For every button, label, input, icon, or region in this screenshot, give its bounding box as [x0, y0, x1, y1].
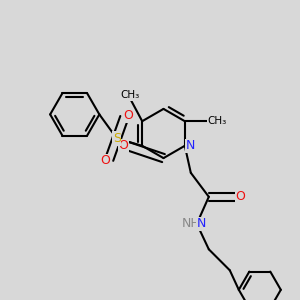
Text: S: S	[113, 132, 121, 145]
Text: N: N	[185, 139, 195, 152]
Text: O: O	[118, 139, 128, 152]
Text: O: O	[101, 154, 111, 167]
Text: N: N	[196, 217, 206, 230]
Text: O: O	[236, 190, 245, 203]
Text: CH₃: CH₃	[121, 90, 140, 100]
Text: NH: NH	[182, 217, 200, 230]
Text: O: O	[123, 110, 133, 122]
Text: CH₃: CH₃	[207, 116, 226, 126]
